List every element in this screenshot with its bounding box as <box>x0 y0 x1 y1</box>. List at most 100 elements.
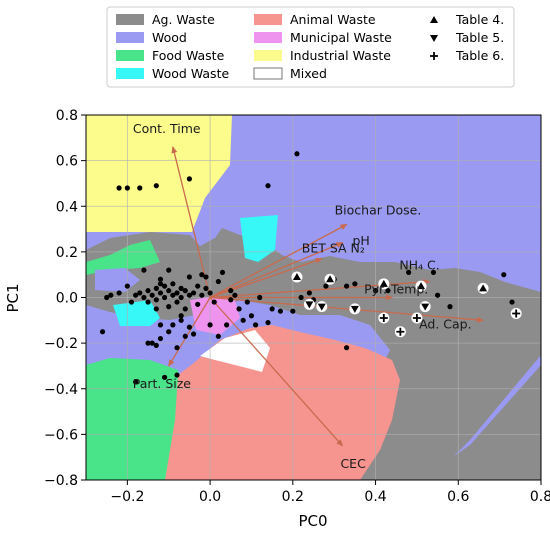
x-tick-label: 0.4 <box>364 489 386 505</box>
y-tick-label: 0.0 <box>56 291 78 307</box>
y-tick-label: 0.2 <box>56 245 78 261</box>
data-point <box>199 272 205 278</box>
data-point <box>161 283 168 289</box>
data-point <box>178 313 184 319</box>
legend-label-wood-waste: Wood Waste <box>152 66 229 81</box>
y-tick-label: −0.2 <box>44 336 78 352</box>
table6-point <box>412 314 421 323</box>
data-point <box>149 340 155 346</box>
y-tick-label: 0.6 <box>56 154 78 170</box>
legend-marker-table-5 <box>430 35 438 42</box>
table6-point <box>396 327 405 336</box>
table4-point <box>326 275 335 283</box>
data-point <box>157 281 164 287</box>
loading-arrow-part-size <box>168 297 211 367</box>
data-point <box>236 306 242 312</box>
data-point <box>265 319 271 326</box>
loading-arrow-ph <box>209 242 344 299</box>
region-wood-waste-left <box>113 300 160 326</box>
data-point <box>153 297 159 303</box>
data-point <box>178 294 184 301</box>
data-point <box>166 304 172 310</box>
data-point <box>141 294 147 301</box>
data-point <box>244 299 250 305</box>
x-axis-label: PC0 <box>298 512 327 530</box>
legend-label-mixed: Mixed <box>290 66 327 81</box>
x-tick-label: 0.8 <box>530 489 550 505</box>
data-point <box>211 299 217 305</box>
data-point <box>434 292 441 298</box>
data-point <box>186 324 193 330</box>
data-point <box>182 288 188 294</box>
data-point <box>215 333 221 339</box>
data-points <box>99 151 522 385</box>
data-point <box>141 267 147 273</box>
data-point <box>133 379 139 385</box>
table4-point <box>417 282 426 290</box>
data-point <box>178 285 184 291</box>
data-point <box>104 294 110 301</box>
y-axis-ticks: −0.8 −0.6 −0.4 −0.2 0.0 0.2 0.4 0.6 0.8 <box>44 108 86 489</box>
data-point <box>195 301 201 307</box>
data-point <box>252 322 259 328</box>
loading-label-part-size: Part. Size <box>133 376 192 391</box>
data-point <box>232 292 238 298</box>
legend-swatch-municipal-waste <box>254 32 282 43</box>
data-point <box>306 290 312 296</box>
data-point <box>372 288 379 294</box>
data-point <box>228 288 234 294</box>
table4-point <box>292 272 301 280</box>
data-point <box>215 278 221 285</box>
table5-point <box>305 301 314 309</box>
loading-arrow-ad-cap <box>210 296 485 323</box>
table6-point <box>512 309 521 318</box>
data-point <box>323 283 329 289</box>
data-point <box>343 283 350 289</box>
x-tick-label: −0.2 <box>110 489 144 505</box>
data-point <box>145 299 151 305</box>
data-point <box>174 299 180 305</box>
x-tick-label: 0.0 <box>199 489 221 505</box>
data-point <box>153 183 159 189</box>
data-point <box>157 335 164 342</box>
y-tick-label: 0.4 <box>56 199 78 215</box>
data-point <box>277 308 284 314</box>
data-point <box>166 329 172 335</box>
data-point <box>343 345 350 351</box>
data-point <box>145 288 151 294</box>
data-point <box>186 176 193 182</box>
data-point <box>149 292 155 298</box>
legend-swatch-industrial-waste <box>254 50 282 61</box>
data-point <box>199 292 205 298</box>
legend-label-food-waste: Food Waste <box>152 48 225 63</box>
table6-point <box>379 314 388 323</box>
legend-label-table-5: Table 5. <box>455 30 504 45</box>
data-point <box>174 290 180 296</box>
x-tick-label: 0.6 <box>447 489 469 505</box>
loading-arrow-cec <box>209 297 344 447</box>
data-point <box>133 292 139 298</box>
data-point <box>294 151 300 157</box>
y-tick-label: −0.4 <box>44 382 78 398</box>
region-food-waste-upper <box>86 240 160 275</box>
legend-label-table-6: Table 6. <box>455 48 504 63</box>
data-point <box>240 317 246 323</box>
data-point <box>153 306 159 312</box>
data-point <box>116 290 122 296</box>
x-axis-ticks: −0.2 0.0 0.2 0.4 0.6 0.8 <box>110 480 550 505</box>
data-point <box>124 283 130 289</box>
data-point <box>430 269 437 276</box>
table4-point <box>479 284 488 292</box>
data-point <box>116 185 122 191</box>
legend-label-wood: Wood <box>152 30 187 45</box>
table5-point <box>421 303 430 311</box>
loading-label-biochar-dose: Biochar Dose. <box>335 203 422 218</box>
data-point <box>195 283 201 289</box>
legend-label-table-4: Table 4. <box>455 12 504 27</box>
data-point <box>265 183 271 189</box>
legend-swatch-food-waste <box>116 50 144 61</box>
data-point <box>501 272 507 278</box>
legend-marker-table-6 <box>430 52 438 60</box>
loading-label-bet-sa-n: BET SA N₂ <box>302 241 365 256</box>
legend-label-municipal-waste: Municipal Waste <box>290 30 392 45</box>
